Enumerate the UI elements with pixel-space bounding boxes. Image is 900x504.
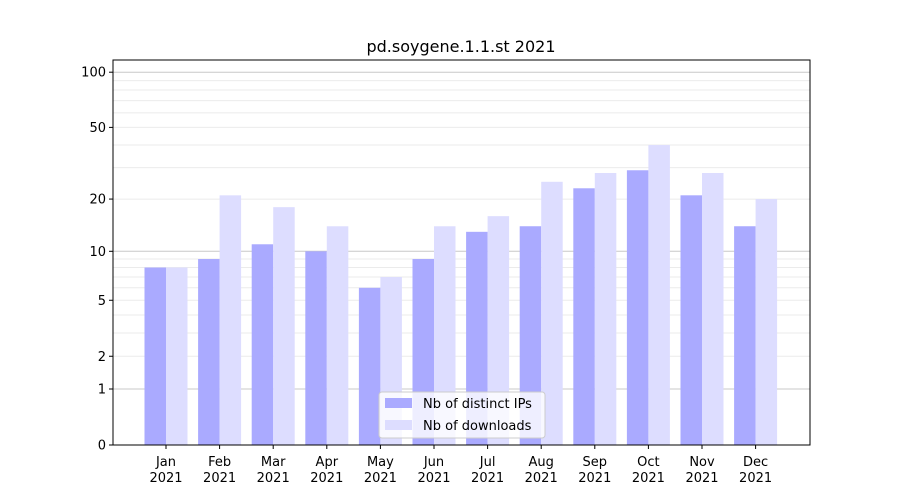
x-tick-label-year: 2021 — [632, 471, 665, 486]
bar-ips-mar — [251, 244, 274, 445]
bar-downloads-oct — [648, 145, 670, 445]
bar-ips-aug — [519, 226, 542, 445]
x-tick-label-year: 2021 — [578, 471, 611, 486]
bar-ips-jan — [144, 267, 166, 445]
legend: Nb of distinct IPs Nb of downloads — [378, 391, 546, 439]
axes-frame — [112, 59, 811, 446]
bar-ips-may — [358, 287, 381, 445]
bar-downloads-jan — [166, 267, 188, 445]
x-tick-label-month: Apr — [316, 455, 339, 470]
x-tick-label-year: 2021 — [739, 471, 772, 486]
x-tick-label-month: Jun — [423, 455, 444, 470]
bar-downloads-sep — [594, 172, 617, 446]
bar-downloads-feb — [219, 195, 242, 445]
x-tick-label-month: Mar — [261, 455, 286, 470]
y-tick-label: 1 — [98, 383, 106, 398]
x-tick-label-year: 2021 — [310, 471, 343, 486]
x-tick-label-month: Jul — [479, 455, 496, 470]
bar-downloads-jun — [434, 226, 456, 445]
x-tick-label-month: Sep — [583, 455, 608, 470]
x-tick-label-month: Jan — [155, 455, 176, 470]
bar-downloads-jul — [487, 216, 510, 445]
chart-title: pd.soygene.1.1.st 2021 — [366, 37, 555, 56]
legend-label-downloads: Nb of downloads — [423, 419, 532, 434]
bar-downloads-nov — [702, 172, 724, 446]
bar-ips-sep — [573, 188, 595, 446]
bar-ips-feb — [198, 259, 220, 445]
x-tick-label-year: 2021 — [257, 471, 290, 486]
x-tick-label-year: 2021 — [525, 471, 558, 486]
legend-label-ips: Nb of distinct IPs — [423, 397, 532, 412]
x-tick-label-month: May — [367, 455, 394, 470]
x-tick-label-year: 2021 — [417, 471, 450, 486]
legend-swatch-ips — [385, 398, 412, 408]
x-tick-label-month: Feb — [208, 455, 231, 470]
x-tick-label-year: 2021 — [364, 471, 397, 486]
bar-downloads-mar — [273, 207, 295, 445]
bar-ips-dec — [734, 226, 756, 445]
bar-downloads-aug — [541, 181, 563, 446]
y-tick-label: 5 — [98, 294, 106, 309]
bar-ips-nov — [680, 195, 702, 445]
y-tick-label: 20 — [89, 193, 106, 208]
bar-downloads-dec — [755, 199, 778, 445]
x-tick-label-year: 2021 — [471, 471, 504, 486]
y-tick-label: 2 — [98, 350, 106, 365]
y-tick-label: 0 — [98, 439, 106, 454]
bar-downloads-apr — [326, 226, 349, 445]
y-tick-label: 10 — [89, 245, 106, 260]
x-tick-label-month: Aug — [529, 455, 554, 470]
x-tick-label-year: 2021 — [149, 471, 182, 486]
x-tick-label-year: 2021 — [685, 471, 718, 486]
y-tick-label: 50 — [89, 121, 106, 136]
x-tick-label-month: Nov — [689, 455, 715, 470]
x-tick-label-month: Dec — [743, 455, 768, 470]
bar-ips-apr — [305, 251, 327, 445]
y-tick-label: 100 — [81, 66, 106, 81]
x-tick-label-year: 2021 — [203, 471, 236, 486]
legend-swatch-downloads — [385, 420, 412, 430]
bar-ips-oct — [626, 170, 649, 446]
x-tick-label-month: Oct — [637, 455, 659, 470]
